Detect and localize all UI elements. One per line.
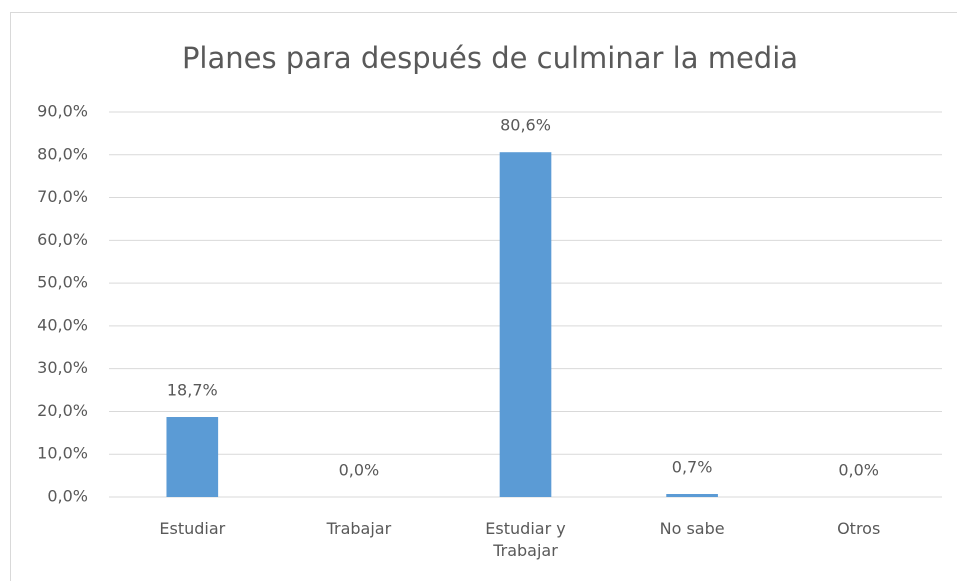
chart-border: [10, 12, 957, 581]
x-tick-label: Estudiar: [159, 519, 226, 538]
data-label: 18,7%: [167, 381, 218, 400]
y-tick-label: 30,0%: [37, 358, 88, 377]
data-label: 0,7%: [672, 458, 713, 477]
bar: [666, 494, 718, 497]
chart-title: Planes para después de culminar la media: [182, 41, 798, 75]
x-tick-label: Trabajar: [326, 519, 392, 538]
data-label: 80,6%: [500, 116, 551, 135]
y-tick-label: 90,0%: [37, 102, 88, 121]
bar: [166, 417, 219, 497]
y-tick-label: 20,0%: [37, 401, 88, 420]
data-label: 0,0%: [339, 461, 380, 480]
x-tick-label: Otros: [837, 519, 881, 538]
y-tick-label: 50,0%: [37, 273, 88, 292]
y-tick-label: 10,0%: [37, 444, 88, 463]
y-tick-label: 70,0%: [37, 187, 88, 206]
x-tick-label: Estudiar y Trabajar: [485, 519, 566, 560]
y-tick-label: 40,0%: [37, 315, 88, 334]
bar: [499, 152, 552, 497]
x-tick-label: No sabe: [659, 519, 725, 538]
y-tick-label: 0,0%: [47, 487, 88, 506]
data-label: 0,0%: [838, 461, 879, 480]
y-tick-label: 60,0%: [37, 230, 88, 249]
y-tick-label: 80,0%: [37, 144, 88, 163]
